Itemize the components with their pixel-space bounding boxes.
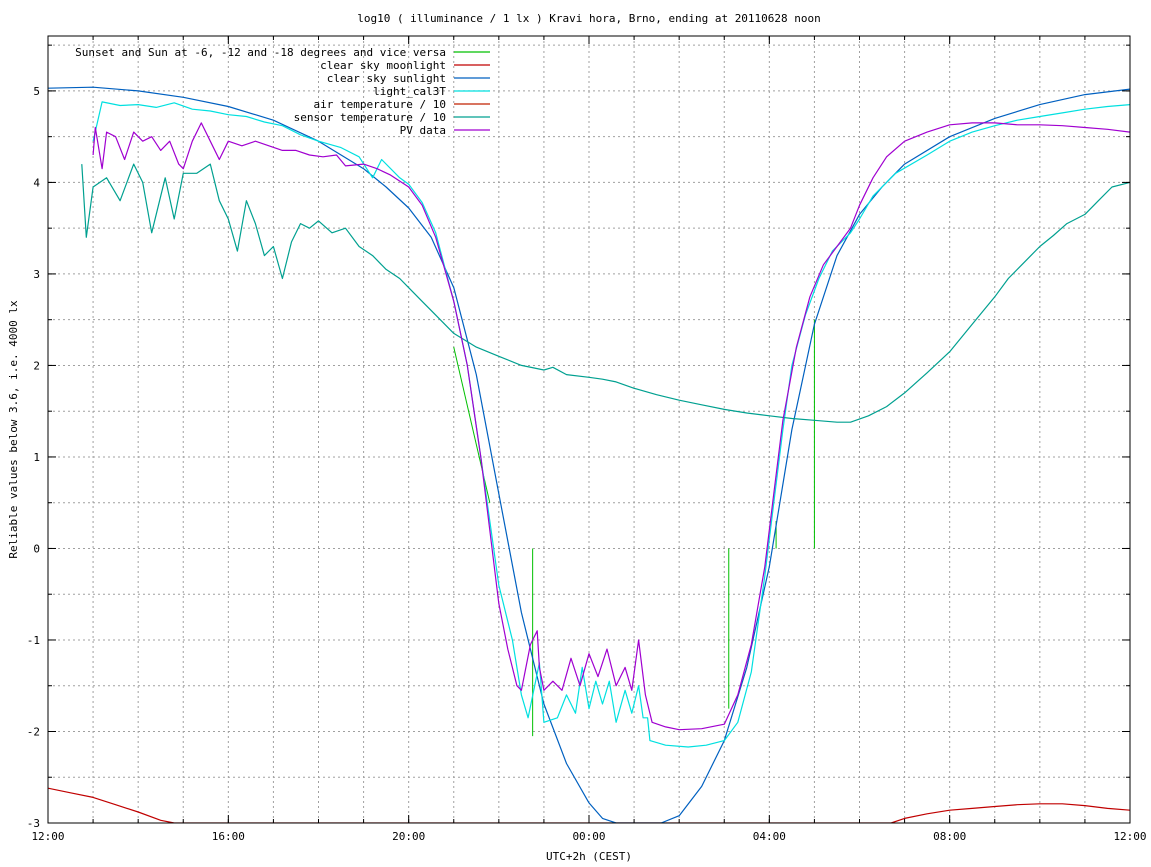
y-tick-label: 2 <box>33 359 40 372</box>
y-tick-label: 4 <box>33 176 40 189</box>
y-tick-label: 0 <box>33 542 40 555</box>
x-tick-label: 00:00 <box>572 830 605 843</box>
legend-label: PV data <box>400 124 446 137</box>
y-tick-label: -3 <box>27 817 40 830</box>
legend-label: sensor temperature / 10 <box>294 111 446 124</box>
series-6-line <box>92 122 1130 731</box>
legend-label: light_cal3T <box>373 85 446 98</box>
legend-label: clear sky sunlight <box>327 72 446 85</box>
series-1-line <box>48 787 1130 823</box>
series-layer <box>48 86 1130 823</box>
y-tick-label: 1 <box>33 451 40 464</box>
x-tick-label: 12:00 <box>31 830 64 843</box>
legend-label: air temperature / 10 <box>314 98 446 111</box>
y-tick-label: -1 <box>27 634 40 647</box>
x-tick-label: 12:00 <box>1113 830 1146 843</box>
x-tick-label: 08:00 <box>933 830 966 843</box>
x-tick-label: 20:00 <box>392 830 425 843</box>
series-3-line <box>92 101 1130 748</box>
x-tick-label: 04:00 <box>753 830 786 843</box>
y-tick-label: -2 <box>27 725 40 738</box>
legend-label: Sunset and Sun at -6, -12 and -18 degree… <box>75 46 446 59</box>
legend: Sunset and Sun at -6, -12 and -18 degree… <box>75 46 490 137</box>
x-axis-label: UTC+2h (CEST) <box>546 850 632 863</box>
legend-label: clear sky moonlight <box>320 59 446 72</box>
grid-layer <box>48 36 1130 823</box>
chart-title: log10 ( illuminance / 1 lx ) Kravi hora,… <box>357 12 821 25</box>
series-5-line <box>81 163 1130 423</box>
y-axis-label: Reliable values below 3.6, i.e. 4000 lx <box>7 300 20 559</box>
tick-layer: 12:00 16:00 20:00 00:00 04:00 08:00 12:00 5 4 3 2 1… <box>27 36 1147 843</box>
x-tick-label: 16:00 <box>212 830 245 843</box>
y-tick-label: 5 <box>33 85 40 98</box>
y-tick-label: 3 <box>33 268 40 281</box>
